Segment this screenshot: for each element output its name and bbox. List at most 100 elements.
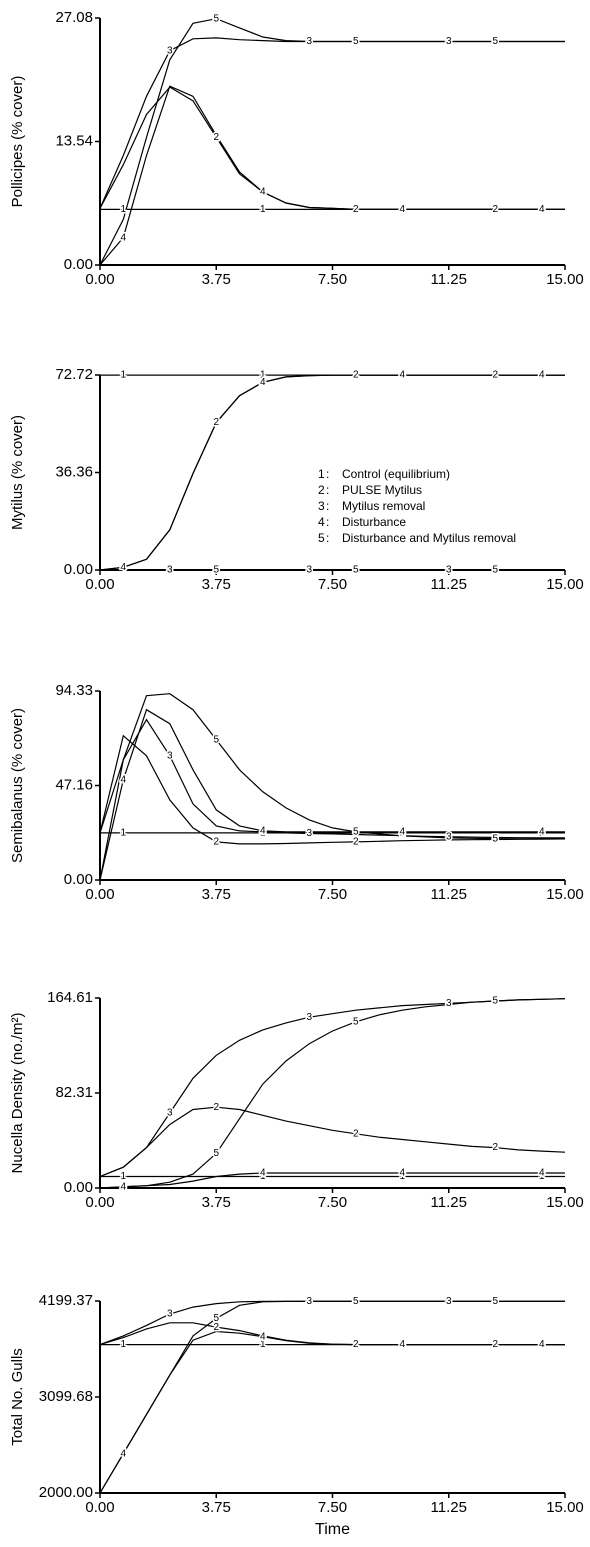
curve-label: 5 [492,565,498,576]
y-tick-label: 0.00 [64,1179,93,1196]
y-axis-label: Nucella Density (no./m²) [9,1013,26,1174]
curve-label: 2 [353,1128,359,1139]
y-tick-label: 0.00 [64,256,93,273]
curve-label: 3 [167,45,173,56]
y-tick-label: 72.72 [55,366,93,383]
series-line [99,37,565,209]
x-tick-label: 11.25 [431,1194,467,1211]
curve-label: 1 [120,828,126,839]
curve-label: 2 [213,1102,219,1113]
curve-label: 2 [492,204,498,215]
curve-label: 3 [446,1296,452,1307]
curve-label: 2 [353,1339,359,1350]
curve-label: 5 [353,36,359,47]
legend-key: 3 [318,499,325,513]
curve-label: 4 [260,187,266,198]
curve-label: 2 [213,837,219,848]
curve-label: 5 [492,996,498,1007]
x-tick-label: 3.75 [202,576,231,593]
curve-label: 3 [167,750,173,761]
curve-label: 2 [492,1142,498,1153]
y-tick-label: 0.00 [64,871,93,888]
curve-label: 4 [399,204,405,215]
curve-label: 4 [260,1168,266,1179]
curve-label: 4 [120,774,126,785]
series-line [99,708,565,881]
y-tick-label: 13.54 [55,132,93,149]
legend-colon: : [326,467,329,481]
series-line [99,18,565,266]
legend-colon: : [326,531,329,545]
curve-label: 3 [446,36,452,47]
curve-label: 4 [260,826,266,837]
x-tick-label: 7.50 [318,1499,347,1516]
x-tick-label: 0.00 [85,1499,114,1516]
x-tick-label: 11.25 [431,1499,467,1516]
curve-label: 4 [539,1339,545,1350]
y-tick-label: 36.36 [55,463,93,480]
x-tick-label: 0.00 [85,1194,114,1211]
curve-label: 2 [213,132,219,143]
curve-label: 1 [399,370,405,381]
curve-label: 1 [399,204,405,215]
x-tick-label: 11.25 [431,886,467,903]
curve-label: 1 [539,1339,545,1350]
curve-label: 5 [213,565,219,576]
y-tick-label: 94.33 [55,682,93,699]
y-tick-label: 3099.68 [39,1388,93,1405]
curve-label: 4 [539,1168,545,1179]
curve-label: 1 [120,204,126,215]
y-tick-label: 27.08 [55,9,93,26]
curve-label: 1 [120,370,126,381]
curve-label: 3 [306,1012,312,1023]
x-tick-label: 11.25 [431,576,467,593]
curve-label: 1 [539,370,545,381]
curve-label: 3 [446,998,452,1009]
curve-label: 5 [213,1148,219,1159]
curve-label: 2 [353,370,359,381]
curve-label: 5 [492,1296,498,1307]
curve-label: 1 [260,204,266,215]
curve-label: 3 [446,831,452,842]
x-tick-label: 3.75 [202,886,231,903]
x-tick-label: 0.00 [85,271,114,288]
series-line [99,1300,565,1494]
y-axis-label: Mytilus (% cover) [9,415,26,530]
curve-label: 2 [492,370,498,381]
legend-label: Disturbance and Mytilus removal [342,531,516,545]
curve-label: 5 [213,1313,219,1324]
x-tick-label: 15.00 [546,886,584,903]
curve-label: 5 [353,1296,359,1307]
x-tick-label: 0.00 [85,886,114,903]
series-line [99,1106,566,1178]
curve-label: 1 [399,1171,405,1182]
curve-label: 5 [492,36,498,47]
curve-label: 1 [539,204,545,215]
curve-label: 2 [353,837,359,848]
series-line [99,734,566,845]
curve-label: 1 [120,1339,126,1350]
curve-label: 1 [399,1339,405,1350]
curve-label: 5 [213,13,219,24]
curve-label: 4 [399,1339,405,1350]
curve-label: 1 [539,828,545,839]
curve-label: 5 [492,833,498,844]
curve-label: 4 [260,1331,266,1342]
curve-label: 1 [399,828,405,839]
x-tick-label: 0.00 [85,576,114,593]
x-tick-label: 7.50 [318,1194,347,1211]
curve-label: 5 [353,827,359,838]
legend-colon: : [326,515,329,529]
curve-label: 1 [260,1171,266,1182]
curve-label: 1 [260,1339,266,1350]
curve-label: 5 [353,1016,359,1027]
curve-label: 4 [539,204,545,215]
curve-label: 1 [539,1171,545,1182]
legend-key: 5 [318,531,325,545]
curve-label: 3 [167,1309,173,1320]
curve-label: 4 [399,1168,405,1179]
curve-label: 3 [306,828,312,839]
curve-label: 4 [399,370,405,381]
series-line [99,718,565,839]
